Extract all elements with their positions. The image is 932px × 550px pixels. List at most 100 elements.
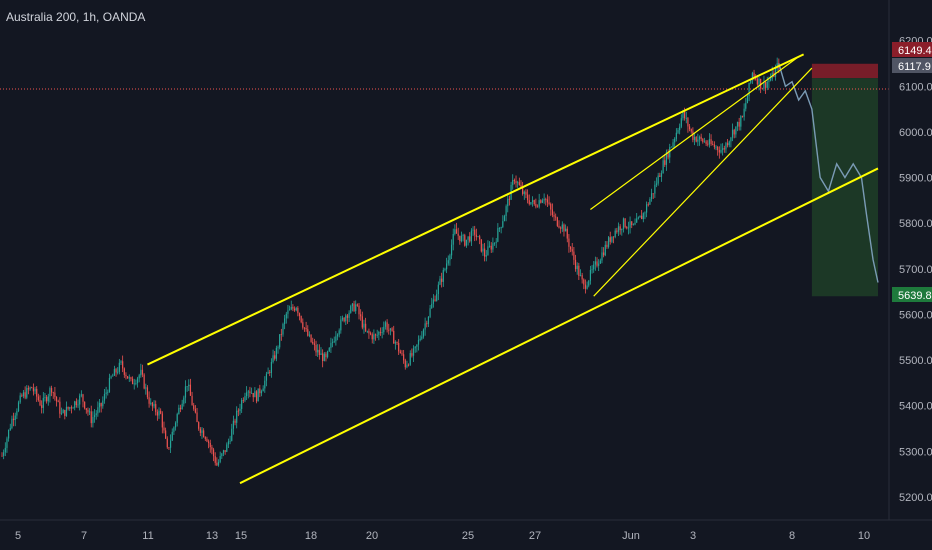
candle [112,373,114,377]
take-profit-zone[interactable] [811,78,878,297]
candle-body [540,200,542,203]
candle [655,177,658,188]
candle [141,364,144,378]
candle-body [551,209,553,216]
candle [211,444,213,455]
candle [90,405,92,428]
candle [19,392,21,404]
candle [24,386,26,400]
candle-body [670,146,672,148]
candle [649,197,651,205]
candle [667,149,669,160]
candle [675,128,677,142]
candle [646,201,648,218]
candle-body [523,191,525,194]
candle-body [497,228,499,242]
candle [594,256,596,271]
candle-body [578,265,580,276]
candle-body [89,411,91,413]
candle-body [398,343,400,352]
candle [179,404,182,413]
time-tick-label: 10 [858,530,870,542]
candle-body [171,431,173,441]
candle [599,258,601,264]
trend-channel-line[interactable] [593,67,813,297]
candle [693,133,696,146]
candle-body [558,225,560,228]
price-axis[interactable]: 6200.06100.06000.05900.05800.05700.05600… [899,36,932,504]
candle [687,117,689,133]
candle-body [214,456,216,463]
candle [46,395,48,404]
candle-body [39,400,41,406]
candle [718,146,720,159]
candle [513,178,515,185]
candle-body [122,361,124,369]
candle [244,392,246,403]
candle [254,387,256,398]
candle-body [556,217,558,226]
candle-body [181,403,183,410]
candle-body [594,261,596,265]
candle-body [621,228,623,231]
candle [6,436,8,453]
candle [386,319,388,333]
candle-body [713,144,715,147]
candle-body [722,148,724,150]
time-tick-label: 20 [366,530,378,542]
candle [158,407,160,419]
trend-channel-line[interactable] [147,53,805,366]
candle-body [239,408,241,412]
time-axis[interactable]: 5 7 11 13 15 18 20 25 27 Jun 3 8 10 [15,530,870,542]
candle [103,389,106,404]
candle [57,399,59,403]
candle [455,222,458,234]
candle-body [300,316,302,323]
candle-body [103,393,106,401]
trend-channel-line[interactable] [590,56,800,210]
candle [603,247,605,258]
candle [303,327,306,332]
candle-body [652,193,654,195]
candle [155,400,157,416]
candle-body [545,198,547,200]
candle-body [774,68,777,77]
candle-body [221,453,223,457]
candle [507,195,509,213]
candle [702,138,704,144]
candle-body [462,235,464,237]
candle-body [487,246,489,256]
candle-body [315,344,317,353]
candle-body [358,305,360,315]
candle-body [745,103,747,109]
candle [698,135,701,146]
candle [236,406,238,429]
candle-body [345,315,347,322]
candle [593,261,595,273]
candle [722,143,724,156]
candle [469,232,471,243]
candle-body [208,441,210,444]
candle [591,265,593,274]
price-tick-label: 6100.0 [899,81,932,93]
candle-body [249,391,251,394]
stop-loss-zone[interactable] [811,63,878,79]
candle [107,389,109,396]
candle-body [765,82,767,88]
candle [717,145,719,156]
candle [652,193,654,199]
candle [4,442,6,457]
candle-body [84,401,86,409]
candle [313,338,315,351]
trend-channel-line[interactable] [239,167,879,485]
projected-price-line[interactable] [778,63,879,283]
candle-body [351,303,353,307]
candle [174,421,177,431]
candle [578,262,580,280]
candle [133,378,135,390]
candle-body [280,334,282,336]
candle-body [74,401,76,408]
candle [353,300,355,312]
candle [308,331,311,338]
